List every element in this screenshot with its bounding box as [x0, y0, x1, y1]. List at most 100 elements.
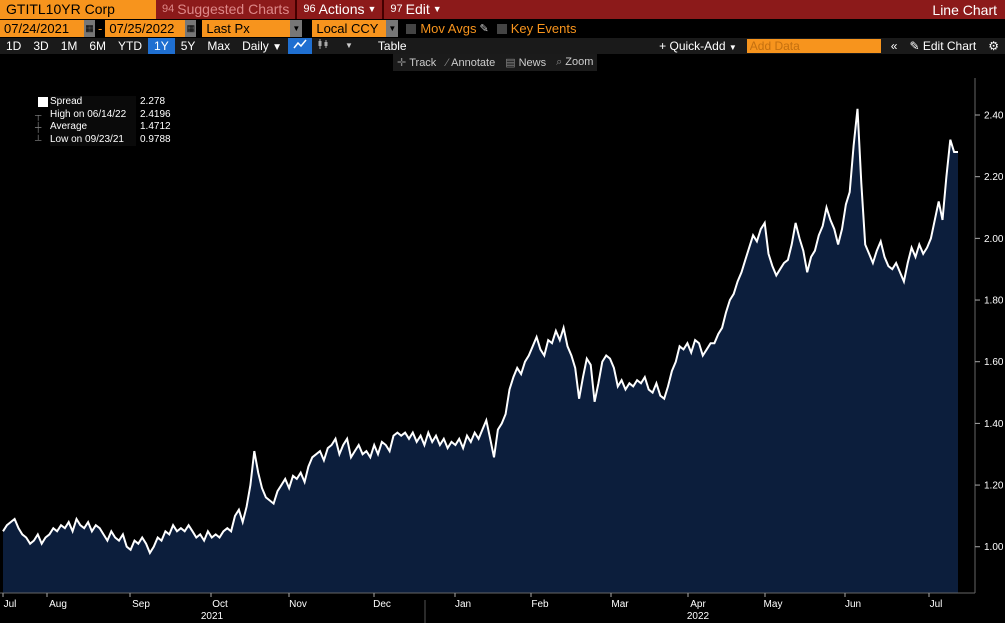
legend-value: 1.4712 [140, 121, 171, 132]
key-events-toggle[interactable]: Key Events [496, 21, 577, 36]
pencil-icon[interactable]: ✎ [479, 23, 489, 35]
edit-number: 97 [390, 3, 403, 15]
edit-menu[interactable]: 97 Edit ▼ [384, 0, 447, 19]
period-ytd[interactable]: YTD [118, 39, 143, 53]
actions-label: Actions [318, 1, 365, 17]
quick-add-button[interactable]: + Quick-Add ▼ [653, 38, 743, 54]
annotate-tool[interactable]: ⁄ Annotate [446, 57, 495, 69]
x-tick-label: Jul [4, 599, 17, 610]
caret-down-icon: ▼ [432, 4, 442, 14]
actions-menu[interactable]: 96 Actions ▼ [297, 0, 382, 19]
x-axis: Jul Aug Sep Oct Nov Dec Jan Feb Mar Apr May Jun Jul 2… [0, 592, 975, 623]
track-tool[interactable]: ✛ Track [397, 56, 436, 69]
year-label: 2021 [201, 611, 224, 622]
edit-label: Edit [405, 1, 430, 17]
track-label: Track [409, 57, 437, 69]
x-tick-label: Sep [132, 599, 150, 610]
legend-label: Spread [50, 96, 136, 109]
x-tick-label: Feb [531, 599, 549, 610]
plot-area [2, 108, 958, 594]
ticker-field[interactable]: GTITL10YR Corp [0, 0, 156, 19]
legend-value: 2.4196 [140, 108, 171, 120]
y-tick-label: 2.00 [984, 234, 1004, 245]
legend-row-low: ┴ Low on 09/23/21 0.9788 [30, 133, 181, 146]
legend-swatch [30, 96, 50, 109]
calendar-icon[interactable]: ▦ [185, 20, 197, 37]
period-max[interactable]: Max [207, 39, 231, 53]
period-3d[interactable]: 3D [33, 39, 49, 53]
chart-tools: ✛ Track ⁄ Annotate ▤ News ⌕ Zoom [393, 54, 598, 71]
checkbox-icon [406, 23, 417, 34]
y-tick-label: 1.00 [984, 542, 1004, 553]
series-line [2, 108, 958, 556]
y-tick-label: 2.40 [984, 111, 1004, 122]
x-tick-label: Oct [212, 599, 228, 610]
edit-chart-button[interactable]: ✎ Edit Chart [903, 38, 982, 54]
candlestick-icon[interactable] [312, 38, 334, 54]
legend: Spread 2.278 ┬ High on 06/14/22 2.4196 ┼… [30, 96, 181, 146]
edit-chart-label: Edit Chart [922, 39, 977, 53]
add-data-input[interactable]: Add Data [746, 39, 881, 53]
legend-row-spread: Spread 2.278 [30, 96, 181, 109]
legend-label: Average [50, 121, 136, 134]
y-axis: 1.00 1.20 1.40 1.60 1.80 2.00 2.20 2.40 [974, 78, 1004, 593]
chevron-down-icon[interactable]: ▼ [345, 41, 353, 50]
low-marker-icon: ┴ [30, 134, 42, 145]
date-range-row: 07/24/2021 ▦ - 07/25/2022 ▦ Last Px ▼ Lo… [0, 19, 1005, 38]
news-label: News [518, 57, 547, 69]
mov-avgs-toggle[interactable]: Mov Avgs ✎ [406, 21, 489, 36]
y-tick-label: 1.80 [984, 296, 1004, 307]
checkbox-icon [496, 23, 507, 34]
legend-value: 2.278 [140, 96, 166, 107]
divider [382, 0, 385, 19]
chevron-down-icon[interactable]: ▼ [290, 20, 303, 37]
title-bar: GTITL10YR Corp 94 Suggested Charts 96 Ac… [0, 0, 1005, 19]
legend-value: 0.9788 [140, 133, 171, 145]
line-chart-icon[interactable] [288, 38, 312, 54]
chevron-down-icon[interactable]: ▼ [386, 20, 399, 37]
currency-selector[interactable]: Local CCY [312, 20, 387, 37]
collapse-icon[interactable]: « [890, 39, 898, 53]
gear-icon[interactable]: ⚙ [988, 39, 999, 53]
x-tick-label: Dec [373, 599, 391, 610]
caret-down-icon: ▼ [272, 42, 282, 53]
end-date-field[interactable]: 07/25/2022 [105, 20, 186, 37]
period-1d[interactable]: 1D [6, 39, 22, 53]
frequency-label: Daily [242, 39, 269, 53]
y-tick-label: 1.60 [984, 357, 1004, 368]
period-1y[interactable]: 1Y [148, 38, 175, 54]
period-5y[interactable]: 5Y [180, 39, 196, 53]
x-tick-label: Jun [845, 599, 861, 610]
pencil-icon: ✎ [909, 39, 920, 53]
legend-label: Low on 09/23/21 [50, 133, 136, 146]
series-area [3, 108, 958, 594]
frequency-selector[interactable]: Daily ▼ [236, 38, 288, 54]
news-tool[interactable]: ▤ News [505, 56, 546, 69]
suggested-charts-menu[interactable]: 94 Suggested Charts [156, 0, 295, 19]
date-separator: - [98, 21, 103, 36]
start-date-field[interactable]: 07/24/2021 [0, 20, 84, 37]
average-marker-icon: ┼ [30, 122, 42, 132]
calendar-icon[interactable]: ▦ [84, 20, 95, 37]
legend-row-average: ┼ Average 1.4712 [30, 121, 181, 134]
zoom-tool[interactable]: ⌕ Zoom [556, 56, 593, 69]
field-selector[interactable]: Last Px [202, 20, 291, 37]
legend-row-high: ┬ High on 06/14/22 2.4196 [30, 108, 181, 121]
period-toolbar: 1D 3D 1M 6M YTD 1Y 5Y Max Daily ▼ ▼ Tabl… [0, 38, 1005, 54]
suggested-charts-number: 94 [162, 3, 175, 15]
period-1m[interactable]: 1M [60, 39, 78, 53]
quick-add-label: + Quick-Add [659, 39, 726, 53]
chart-mode-label: Line Chart [932, 1, 997, 18]
table-button[interactable]: Table [377, 39, 407, 53]
y-tick-label: 2.20 [984, 172, 1004, 183]
news-icon: ▤ [505, 57, 516, 69]
x-tick-label: Mar [611, 599, 629, 610]
y-tick-label: 1.40 [984, 419, 1004, 430]
divider [295, 0, 298, 19]
annotate-label: Annotate [451, 56, 496, 69]
x-tick-label: Aug [49, 599, 67, 610]
key-events-label: Key Events [510, 21, 577, 36]
period-6m[interactable]: 6M [89, 39, 107, 53]
caret-down-icon: ▼ [367, 4, 377, 14]
